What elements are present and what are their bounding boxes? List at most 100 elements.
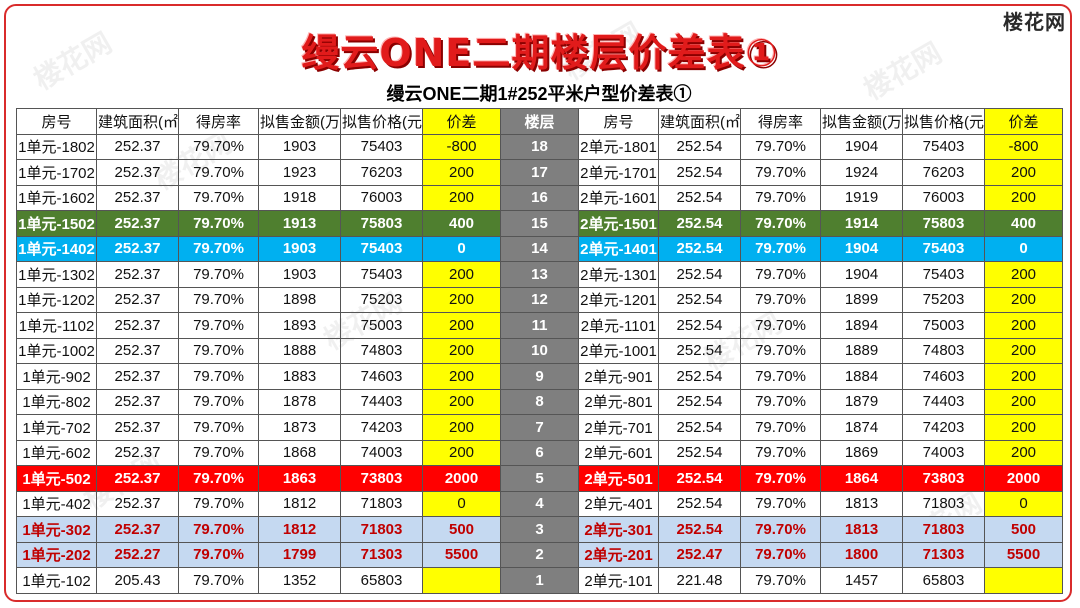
cell-unit-price: 71803 — [340, 490, 423, 517]
cell-price-diff: 200 — [984, 414, 1063, 441]
cell-unit-price: 75203 — [340, 286, 423, 313]
cell-price-diff: 2000 — [984, 465, 1063, 492]
cell-efficiency: 79.70% — [740, 184, 821, 211]
cell-total-price: 1924 — [820, 159, 903, 186]
cell-room-no: 2单元-101 — [578, 567, 659, 594]
cell-area: 252.54 — [658, 363, 741, 390]
cell-room-no: 2单元-801 — [578, 388, 659, 415]
cell-efficiency: 79.70% — [740, 210, 821, 237]
cell-room-no: 2单元-1401 — [578, 235, 659, 262]
cell-unit-price: 71303 — [340, 541, 423, 568]
cell-efficiency: 79.70% — [740, 159, 821, 186]
price-table-section: 缦云ONE二期1#252平米户型价差表① 房号 建筑面积(㎡) 得房率 拟售金额… — [16, 80, 1063, 594]
cell-room-no: 2单元-701 — [578, 414, 659, 441]
cell-room-no: 1单元-1302 — [16, 261, 97, 288]
cell-area: 252.37 — [96, 210, 179, 237]
cell-room-no: 1单元-1702 — [16, 159, 97, 186]
cell-efficiency: 79.70% — [178, 312, 259, 339]
table-row: 1单元-702 252.37 79.70% 1873 74203 200 7 2单元-701 2… — [16, 414, 1063, 441]
cell-efficiency: 79.70% — [740, 261, 821, 288]
table-row: 1单元-1502 252.37 79.70% 1913 75803 400 15 2单元-15… — [16, 210, 1063, 237]
cell-efficiency: 79.70% — [178, 516, 259, 543]
page-title: 缦云ONE二期楼层价差表① — [301, 31, 779, 75]
cell-total-price: 1923 — [258, 159, 341, 186]
cell-room-no: 2单元-1201 — [578, 286, 659, 313]
cell-area: 252.27 — [96, 541, 179, 568]
cell-price-diff: 0 — [984, 490, 1063, 517]
cell-efficiency: 79.70% — [178, 337, 259, 364]
cell-area: 252.54 — [658, 490, 741, 517]
cell-efficiency: 79.70% — [178, 363, 259, 390]
cell-efficiency: 79.70% — [178, 414, 259, 441]
cell-floor: 16 — [500, 184, 579, 211]
cell-room-no: 1单元-402 — [16, 490, 97, 517]
cell-efficiency: 79.70% — [740, 490, 821, 517]
cell-price-diff: 0 — [984, 235, 1063, 262]
cell-room-no: 2单元-1801 — [578, 133, 659, 160]
cell-area: 252.37 — [96, 465, 179, 492]
cell-efficiency: 79.70% — [740, 388, 821, 415]
cell-efficiency: 79.70% — [178, 184, 259, 211]
cell-price-diff: 200 — [984, 261, 1063, 288]
cell-price-diff: 500 — [984, 516, 1063, 543]
header-floor: 楼层 — [500, 108, 579, 135]
cell-area: 252.37 — [96, 133, 179, 160]
header-efficiency: 得房率 — [178, 108, 259, 135]
cell-room-no: 1单元-1202 — [16, 286, 97, 313]
table-row: 1单元-1602 252.37 79.70% 1918 76003 200 16 2单元-16… — [16, 184, 1063, 211]
cell-room-no: 1单元-502 — [16, 465, 97, 492]
price-difference-table: 房号 建筑面积(㎡) 得房率 拟售金额(万元) 拟售价格(元/㎡) 价差 楼层 … — [16, 108, 1063, 594]
cell-unit-price: 76003 — [340, 184, 423, 211]
cell-price-diff — [422, 567, 501, 594]
cell-room-no: 2单元-901 — [578, 363, 659, 390]
cell-total-price: 1800 — [820, 541, 903, 568]
table-row: 1单元-1802 252.37 79.70% 1903 75403 -800 18 2单元-1… — [16, 133, 1063, 160]
cell-price-diff: 400 — [984, 210, 1063, 237]
cell-unit-price: 75003 — [340, 312, 423, 339]
cell-room-no: 2单元-301 — [578, 516, 659, 543]
cell-unit-price: 76203 — [902, 159, 985, 186]
cell-total-price: 1873 — [258, 414, 341, 441]
cell-price-diff: 200 — [984, 363, 1063, 390]
cell-area: 252.54 — [658, 414, 741, 441]
cell-area: 252.54 — [658, 184, 741, 211]
cell-area: 252.54 — [658, 337, 741, 364]
table-header-row: 房号 建筑面积(㎡) 得房率 拟售金额(万元) 拟售价格(元/㎡) 价差 楼层 … — [16, 108, 1063, 135]
cell-unit-price: 74203 — [902, 414, 985, 441]
cell-total-price: 1919 — [820, 184, 903, 211]
cell-area: 252.37 — [96, 261, 179, 288]
cell-room-no: 1单元-702 — [16, 414, 97, 441]
cell-price-diff: 200 — [984, 286, 1063, 313]
cell-area: 252.37 — [96, 490, 179, 517]
cell-total-price: 1874 — [820, 414, 903, 441]
cell-room-no: 1单元-302 — [16, 516, 97, 543]
cell-area: 252.47 — [658, 541, 741, 568]
header-total-price: 拟售金额(万元) — [258, 108, 341, 135]
cell-floor: 13 — [500, 261, 579, 288]
cell-price-diff: 200 — [422, 363, 501, 390]
cell-total-price: 1903 — [258, 261, 341, 288]
header-room-no: 房号 — [16, 108, 97, 135]
cell-floor: 6 — [500, 439, 579, 466]
header-price-diff: 价差 — [422, 108, 501, 135]
cell-price-diff: 0 — [422, 490, 501, 517]
header-area: 建筑面积(㎡) — [658, 108, 741, 135]
cell-price-diff — [984, 567, 1063, 594]
cell-floor: 12 — [500, 286, 579, 313]
table-row: 1单元-1202 252.37 79.70% 1898 75203 200 12 2单元-12… — [16, 286, 1063, 313]
cell-area: 252.54 — [658, 286, 741, 313]
cell-room-no: 1单元-602 — [16, 439, 97, 466]
table-row: 1单元-502 252.37 79.70% 1863 73803 2000 5 2单元-501… — [16, 465, 1063, 492]
cell-efficiency: 79.70% — [178, 261, 259, 288]
cell-efficiency: 79.70% — [178, 388, 259, 415]
cell-area: 221.48 — [658, 567, 741, 594]
cell-total-price: 1884 — [820, 363, 903, 390]
cell-area: 252.54 — [658, 133, 741, 160]
cell-efficiency: 79.70% — [740, 414, 821, 441]
cell-room-no: 1单元-202 — [16, 541, 97, 568]
cell-unit-price: 65803 — [902, 567, 985, 594]
cell-area: 252.37 — [96, 337, 179, 364]
cell-unit-price: 74003 — [902, 439, 985, 466]
cell-floor: 15 — [500, 210, 579, 237]
cell-area: 252.54 — [658, 235, 741, 262]
